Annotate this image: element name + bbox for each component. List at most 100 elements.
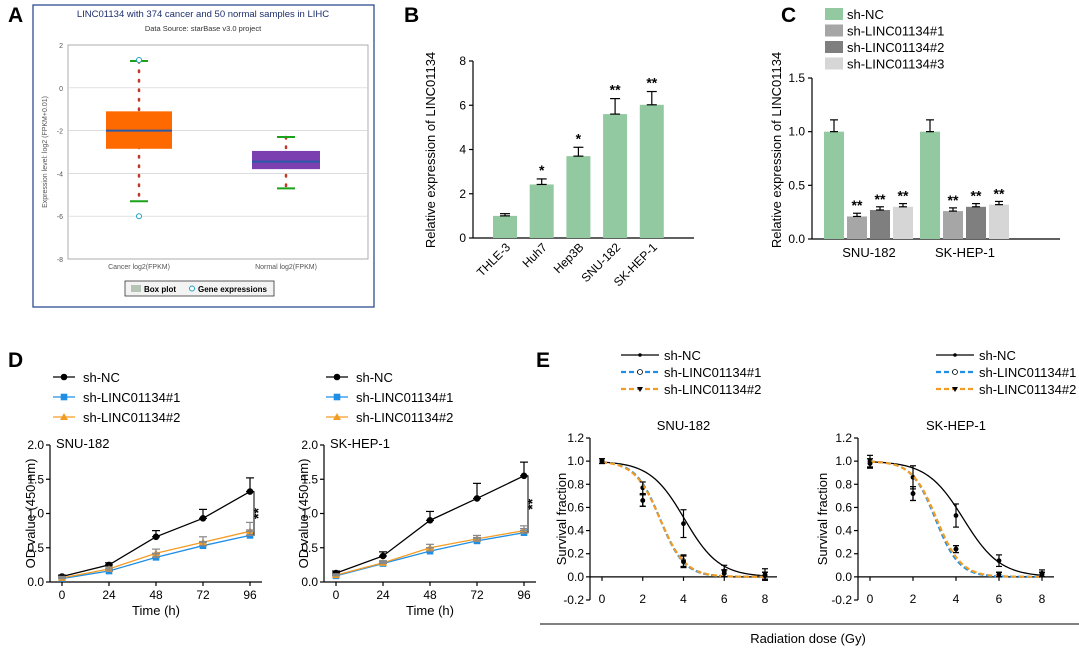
panel-d1-errorbar-1 [105, 562, 113, 566]
panel-c-bar-2-2 [943, 211, 963, 239]
panel-d2-legend-label: sh-LINC01134#1 [356, 390, 453, 405]
panel-c-significance: ** [971, 188, 982, 204]
panel-b-errorbar [573, 146, 584, 157]
panel-e1-ytick: 0.6 [567, 500, 584, 514]
panel-d1-ylabel: OD value (450 nm) [23, 459, 38, 569]
panel-e1-ytick: 0.2 [567, 547, 584, 561]
panel-a-legend-dot [189, 285, 195, 292]
panel-d1-errorbar-3 [105, 566, 113, 570]
panel-b-significance: ** [646, 75, 657, 91]
panel-d2-ylabel: OD value (450 nm) [296, 459, 311, 569]
panel-a-ytick: 0 [59, 86, 63, 93]
panel-d2-title: SK-HEP-1 [330, 436, 390, 451]
panel-d2-xtick: 48 [423, 588, 437, 602]
panel-d2-errorbar-3 [332, 573, 340, 576]
panel-e1-ytick: 0.8 [567, 477, 584, 491]
panel-e2-legend-marker [952, 369, 958, 375]
panel-c-bar-1-2 [920, 131, 940, 239]
panel-c-legend-label: sh-NC [847, 7, 884, 22]
panel-d1-errorbar-3 [246, 521, 254, 532]
panel-c-legend-swatch [825, 57, 843, 70]
panel-d2-ytick: 1.0 [301, 507, 318, 521]
panel-c-significance: ** [852, 197, 863, 213]
panel-c-significance: ** [994, 185, 1005, 201]
panel-d2-errorbar-3 [473, 534, 481, 540]
panel-e1-errorbar-1 [680, 509, 687, 539]
panel-d2-xtick: 24 [376, 588, 390, 602]
panel-e2-xtick: 8 [1039, 592, 1046, 606]
panel-b-ylabel: Relative expression of LINC01134 [423, 52, 438, 248]
panel-c-errorbar [899, 202, 907, 208]
panel-b-xtick: THLE-3 [474, 240, 513, 279]
panel-d2-xtick: 96 [517, 588, 531, 602]
panel-e1-ytick: 0.0 [567, 570, 584, 584]
panel-d1-errorbar-3 [58, 575, 66, 579]
panel-e1-title: SNU-182 [657, 418, 710, 433]
panel-label-d: D [8, 349, 23, 372]
panel-e1-ytick: 1.2 [567, 431, 584, 445]
panel-c-xtick: SNU-182 [842, 245, 895, 260]
panel-b-errorbar [646, 90, 657, 106]
panel-c-significance: ** [948, 192, 959, 208]
panel-e2-xtick: 6 [996, 592, 1003, 606]
panel-a-title: LINC01134 with 374 cancer and 50 normal … [77, 9, 329, 20]
panel-b-errorbar [500, 213, 510, 217]
panel-c-errorbar [949, 207, 957, 212]
panel-d1-ytick: 0.0 [27, 575, 44, 589]
panel-e2-ytick: 1.2 [835, 431, 852, 445]
panel-c-legend-swatch [825, 24, 843, 37]
panel-d1-legend-marker [60, 393, 68, 401]
panel-c-ytick: 1.5 [788, 71, 805, 85]
panel-d1-xtick: 0 [59, 588, 66, 602]
panel-a-legend-box-swatch [131, 285, 141, 292]
panel-d1-ytick: 1.0 [27, 507, 44, 521]
panel-b-bar-SK-HEP-1 [639, 104, 664, 239]
panel-c-legend-label: sh-LINC01134#3 [847, 57, 944, 72]
panel-d2-series-line-1 [335, 475, 525, 574]
panel-e1-errorbar-3 [721, 569, 728, 578]
panel-e1-xtick: 0 [599, 592, 606, 606]
panel-e1-errorbar-3 [680, 555, 687, 569]
panel-d1-legend-label: sh-LINC01134#2 [83, 410, 180, 425]
panel-a-ytick: -4 [57, 171, 63, 178]
panel-e2-errorbar-3 [867, 458, 873, 469]
panel-e1-legend-marker [637, 369, 643, 375]
panel-e2-title: SK-HEP-1 [926, 418, 986, 433]
panel-d1-xtick: 24 [102, 588, 116, 602]
panel-e1-legend-marker [638, 353, 642, 357]
panel-d1-errorbar-2 [152, 553, 160, 558]
panel-c-legend-label: sh-LINC01134#2 [847, 40, 944, 55]
panel-e2-xtick: 0 [867, 592, 874, 606]
panel-b-ytick: 6 [459, 98, 466, 112]
panel-e2-errorbar-3 [910, 486, 916, 502]
panel-c-legend-label: sh-LINC01134#1 [847, 24, 944, 39]
panel-e2-xtick: 4 [953, 592, 960, 606]
panel-e1-errorbar-3 [599, 458, 605, 465]
panel-d1-legend-label: sh-LINC01134#1 [83, 390, 180, 405]
panel-e2-ylabel: Survival fraction [815, 473, 830, 565]
panel-b-errorbar [536, 178, 547, 186]
panel-c-bar-3-1 [870, 210, 890, 239]
panel-e1-errorbar-3 [639, 494, 646, 507]
panel-a-box-rect [252, 150, 320, 170]
panel-e2-errorbar-1 [953, 503, 959, 528]
panel-e2-ytick: 0.6 [835, 500, 852, 514]
panel-d1-xtick: 72 [196, 588, 210, 602]
panel-e1-errorbar-1 [639, 481, 646, 495]
panel-a-ytick: 2 [59, 43, 63, 50]
panel-e2-survival-curve: -0.2 0.0 0.2 0.4 0.6 0.8 1.0 1.2 0 2 4 6 8 Survival f… [815, 348, 1076, 607]
panel-d2-ytick: 2.0 [301, 438, 318, 452]
panel-a-box-2 [252, 135, 320, 190]
panel-b-significance: ** [610, 82, 621, 98]
panel-e1-xtick: 2 [639, 592, 646, 606]
panel-e1-xtick: 6 [721, 592, 728, 606]
panel-e2-legend-label: sh-LINC01134#1 [979, 365, 1076, 380]
panel-d1-xtick: 48 [149, 588, 163, 602]
panel-e2-ytick: -0.2 [831, 593, 852, 607]
panel-e2-legend-marker [953, 353, 957, 357]
panel-e1-survival-curve: -0.2 0.0 0.2 0.4 0.6 0.8 1.0 1.2 0 2 4 6 8 Survival f… [554, 348, 777, 607]
panel-e2-errorbar-3 [996, 571, 1002, 578]
panel-label-b: B [404, 4, 419, 27]
panel-e1-legend-marker [637, 387, 643, 392]
panel-e1-ytick: -0.2 [563, 593, 584, 607]
